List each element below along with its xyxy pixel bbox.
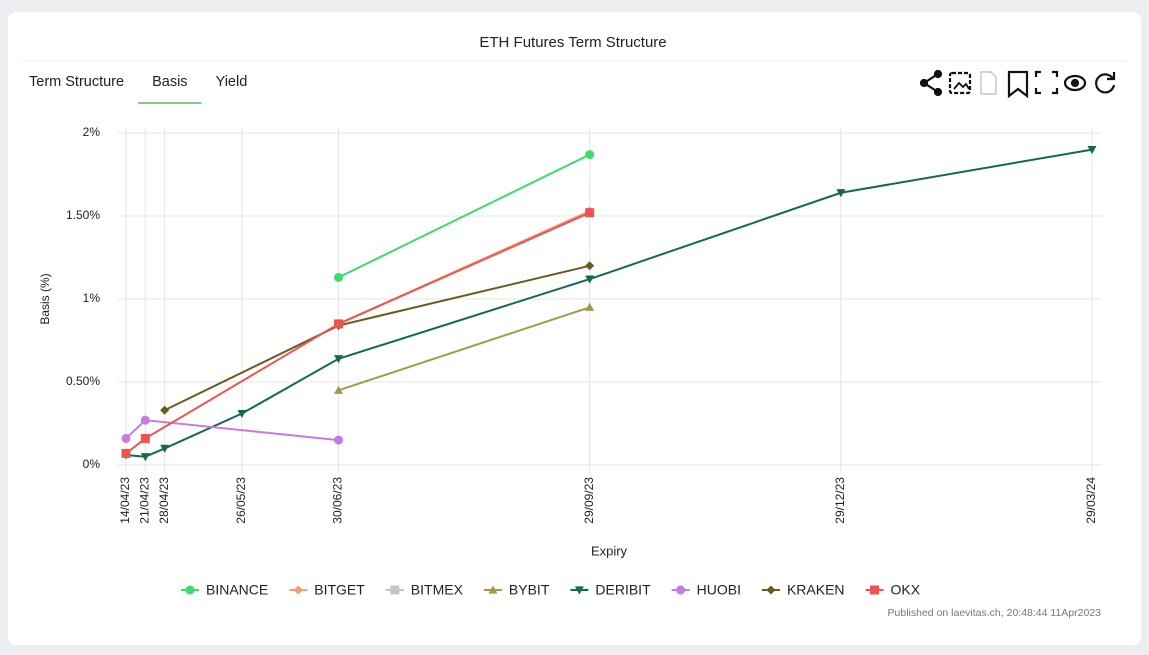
- x-tick-label: 14/04/23: [118, 477, 132, 524]
- chart-title: ETH Futures Term Structure: [479, 34, 666, 51]
- marker: [334, 319, 344, 329]
- tab[interactable]: Yield: [216, 74, 248, 90]
- line: [338, 306, 590, 392]
- share-icon[interactable]: [919, 69, 943, 97]
- marker: [574, 586, 584, 595]
- marker: [836, 189, 846, 198]
- marker: [140, 453, 150, 462]
- legend-label[interactable]: OKX: [891, 582, 921, 598]
- marker: [160, 444, 170, 453]
- image-icon[interactable]: [948, 71, 972, 95]
- marker: [488, 585, 498, 594]
- legend-label[interactable]: KRAKEN: [787, 582, 845, 598]
- x-tick-label: 26/05/23: [234, 477, 248, 524]
- marker: [334, 355, 344, 364]
- marker: [185, 585, 195, 595]
- y-tick-label: 0%: [83, 457, 101, 471]
- legend: BINANCE BITGET BITMEX BYBIT DERIBIT HUOBI KRAK…: [181, 582, 921, 598]
- legend-label[interactable]: HUOBI: [697, 582, 741, 598]
- marker: [585, 261, 595, 271]
- line: [338, 153, 591, 279]
- y-tick-label: 2%: [83, 125, 101, 139]
- marker: [237, 409, 247, 419]
- marker: [585, 150, 595, 160]
- series: [121, 415, 344, 445]
- marker: [585, 208, 595, 218]
- x-tick-label: 29/03/24: [1084, 477, 1098, 524]
- marker: [390, 585, 400, 595]
- legend-label[interactable]: BYBIT: [509, 582, 550, 598]
- tabs: Term Structure Basis Yield: [29, 74, 248, 104]
- series: [334, 302, 595, 394]
- card: [8, 12, 1141, 645]
- marker: [334, 385, 344, 394]
- marker: [1087, 146, 1097, 155]
- x-axis-label: Expiry: [591, 543, 628, 558]
- bookmark-icon[interactable]: [1007, 70, 1029, 99]
- y-tick-label: 1%: [83, 291, 101, 305]
- legend-label[interactable]: DERIBIT: [595, 582, 651, 598]
- refresh-icon[interactable]: [1095, 72, 1116, 94]
- marker: [160, 405, 170, 415]
- x-tick-label: 29/09/23: [582, 477, 596, 524]
- marker: [334, 435, 344, 445]
- marker: [676, 585, 686, 595]
- line: [125, 211, 591, 455]
- marker: [585, 302, 595, 311]
- marker: [140, 415, 150, 425]
- x-tick-label: 28/04/23: [157, 477, 171, 524]
- marker: [140, 433, 150, 443]
- marker: [766, 585, 776, 595]
- footer: Published on laevitas.ch, 20:48:44 11Apr…: [888, 607, 1102, 619]
- plot: 0% 0.50% 1% 1.50% 2% 14/04/23 21/04/23 28/04/23…: [66, 125, 1102, 524]
- tab[interactable]: Term Structure: [29, 74, 124, 90]
- marker: [334, 272, 344, 282]
- marker: [293, 585, 303, 595]
- marker: [121, 433, 131, 443]
- y-tick-label: 0.50%: [66, 374, 100, 388]
- marker: [585, 275, 595, 284]
- marker: [870, 585, 880, 595]
- x-tick-label: 30/06/23: [331, 477, 345, 524]
- marker: [121, 448, 131, 458]
- legend-label[interactable]: BITGET: [314, 582, 365, 598]
- toolbar: [919, 69, 1116, 99]
- series: [334, 150, 595, 282]
- view-icon[interactable]: [1063, 74, 1087, 92]
- legend-label[interactable]: BITMEX: [411, 582, 464, 598]
- csv-icon[interactable]: [980, 71, 997, 95]
- x-tick-label: 29/12/23: [833, 477, 847, 524]
- series: [121, 208, 595, 458]
- x-tick-label: 21/04/23: [137, 477, 151, 524]
- y-tick-label: 1.50%: [66, 208, 100, 222]
- tab[interactable]: Basis: [152, 74, 187, 90]
- y-axis-label: Basis (%): [38, 273, 52, 324]
- fullscreen-icon[interactable]: [1034, 70, 1059, 95]
- legend-label[interactable]: BINANCE: [206, 582, 268, 598]
